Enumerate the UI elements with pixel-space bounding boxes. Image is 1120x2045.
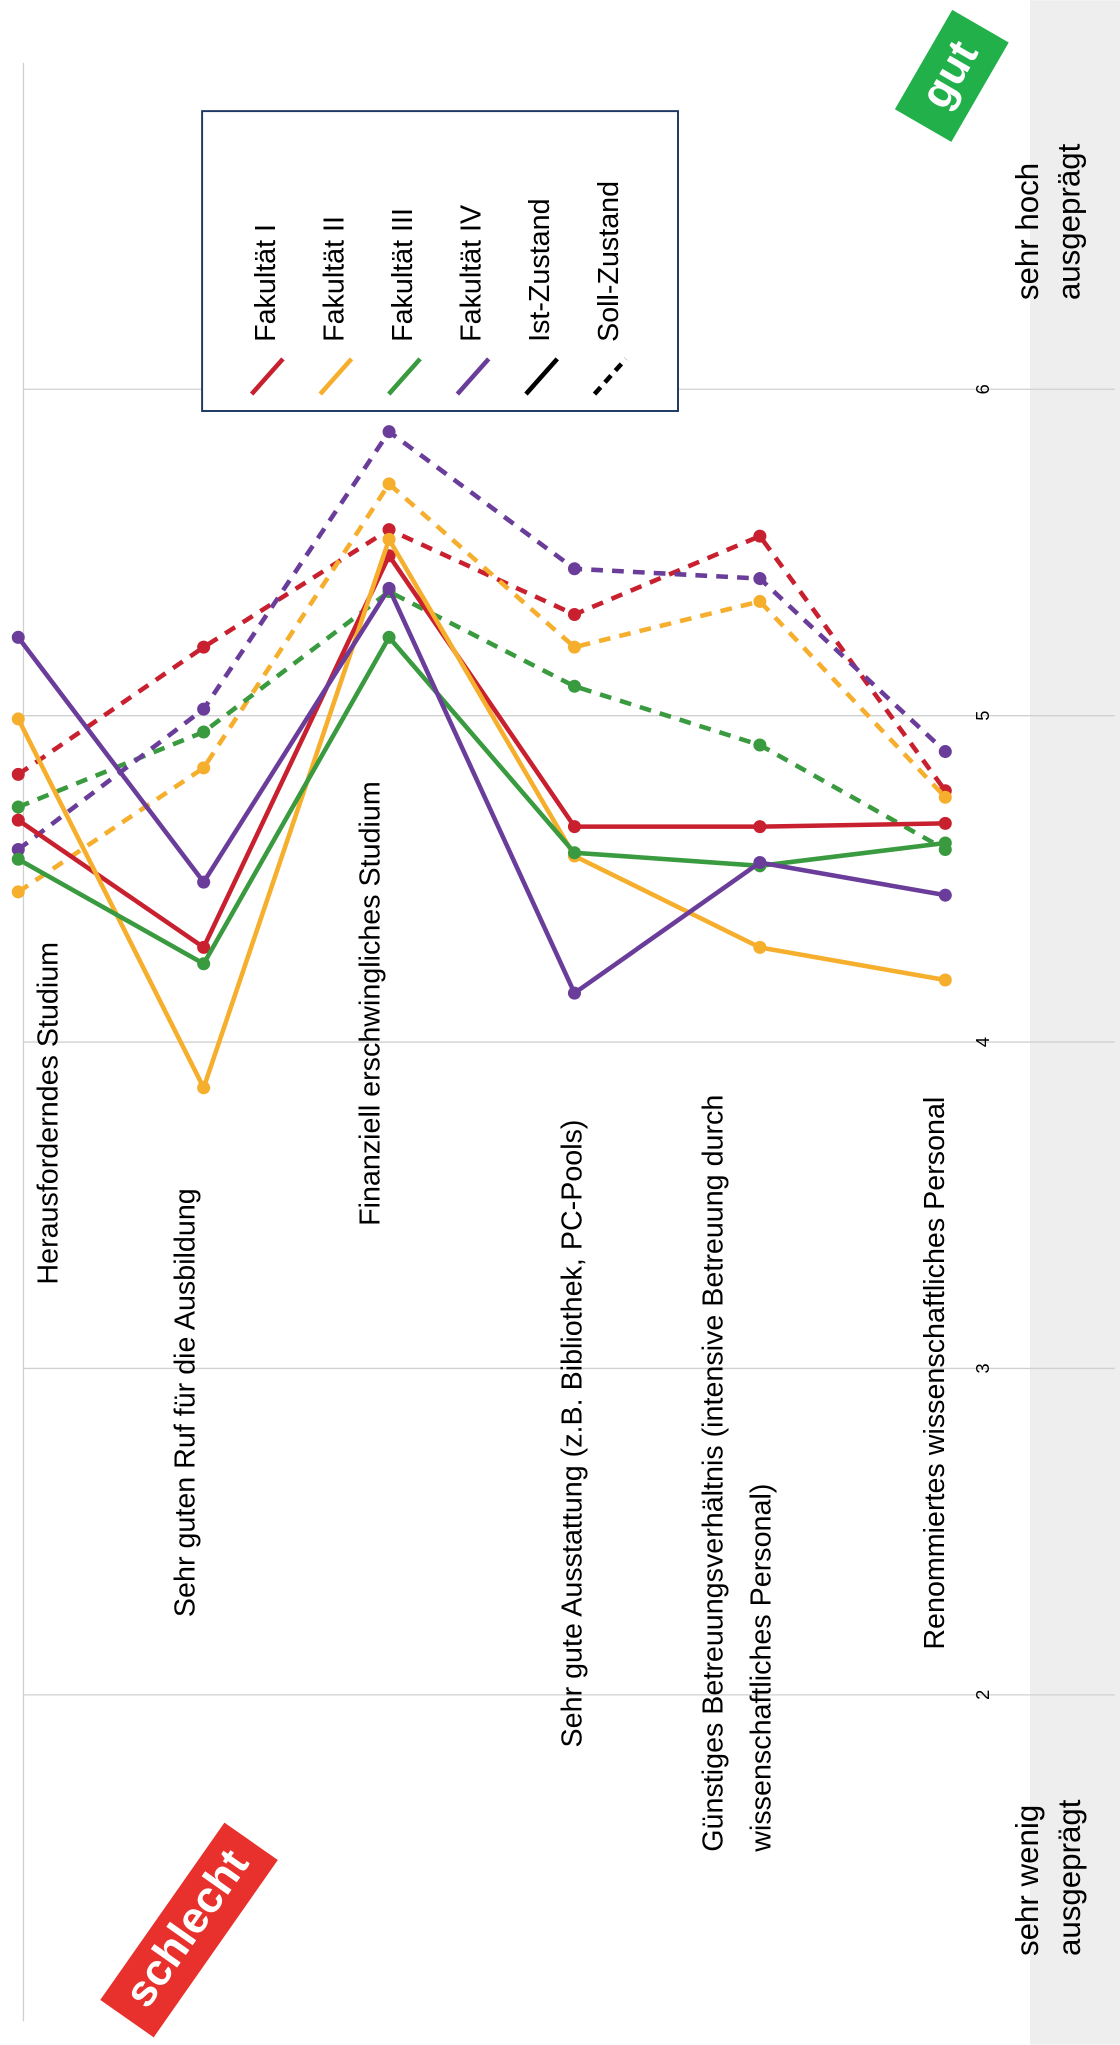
category-label: Günstiges Betreuungsverhältnis (intensiv… [697, 1095, 777, 1853]
point [382, 425, 396, 439]
soll-line [16, 480, 947, 894]
point [382, 532, 396, 546]
category-label: Finanziell erschwingliches Studium [354, 781, 386, 1226]
point [382, 477, 396, 491]
legend-label: Fakultät I [250, 224, 282, 342]
axis-end-label-line: ausgeprägt [1052, 1799, 1087, 1956]
point [567, 820, 581, 834]
axis-end-label: sehr hoch ausgeprägt [1010, 143, 1087, 300]
point [11, 767, 25, 781]
point [753, 529, 767, 543]
point [567, 846, 581, 860]
point [938, 816, 952, 830]
point [11, 813, 25, 827]
point [938, 790, 952, 804]
lines [11, 425, 952, 1095]
point [753, 572, 767, 586]
point [197, 957, 211, 971]
legend-label: Fakultät II [318, 216, 350, 342]
point [567, 562, 581, 576]
point [938, 745, 952, 759]
point [567, 679, 581, 693]
badge-bad-bg [100, 1822, 278, 2038]
point [11, 800, 25, 814]
category-label-line: Finanziell erschwingliches Studium [354, 781, 386, 1226]
point [11, 712, 25, 726]
point [938, 888, 952, 902]
legend-swatch [455, 357, 491, 396]
category-label-line: Günstiges Betreuungsverhältnis (intensiv… [697, 1095, 729, 1852]
ist-line [16, 551, 946, 951]
point [197, 640, 211, 654]
category-label-line: Sehr gute Ausstattung (z.B. Bibliothek, … [556, 1120, 588, 1748]
soll-line [16, 527, 948, 793]
axis-end-label: sehr wenig ausgeprägt [1010, 1799, 1087, 1956]
point [197, 761, 211, 775]
y-tick-label: 6 [972, 384, 993, 394]
axis-end-label-line: sehr wenig [1010, 1805, 1045, 1956]
point [938, 973, 952, 987]
point [11, 630, 25, 644]
legend-label: Fakultät III [387, 208, 419, 342]
point [753, 820, 767, 834]
badge-good-bg [894, 9, 1009, 142]
legend-swatch [249, 357, 285, 396]
legend-swatch [592, 357, 628, 396]
category-label: Renommiertes wissenschaftliches Personal [919, 1097, 951, 1650]
point [567, 607, 581, 621]
y-tick-label: 4 [972, 1037, 993, 1047]
legend-swatch [318, 357, 354, 396]
point [753, 738, 767, 752]
ist-line [16, 533, 946, 1094]
point [753, 594, 767, 608]
point [753, 940, 767, 954]
y-tick-label: 2 [972, 1690, 993, 1700]
y-tick-label: 3 [972, 1363, 993, 1373]
point [938, 836, 952, 850]
category-label: Sehr gute Ausstattung (z.B. Bibliothek, … [556, 1120, 588, 1748]
point [197, 1081, 211, 1095]
legend-label: Soll-Zustand [593, 181, 625, 342]
ist-line [17, 633, 946, 967]
point [197, 702, 211, 716]
axis-end-label-line: sehr hoch [1010, 163, 1045, 300]
point [197, 875, 211, 889]
category-label: Herausforderndes Studium [32, 942, 64, 1285]
category-label-line: wissenschaftliches Personal) [745, 1484, 777, 1853]
point [197, 725, 211, 739]
legend: Fakultät I Fakultät II Fakultät III Fakultä… [249, 181, 628, 396]
y-tick-label: 5 [972, 711, 993, 721]
category-label-line: Sehr guten Ruf für die Ausbildung [169, 1188, 201, 1617]
soll-line [16, 428, 947, 852]
point [11, 885, 25, 899]
point [567, 640, 581, 654]
point [382, 630, 396, 644]
category-label-line: Herausforderndes Studium [32, 942, 64, 1285]
legend-label: Ist-Zustand [524, 198, 556, 341]
point [567, 986, 581, 1000]
point [11, 852, 25, 866]
point [753, 856, 767, 870]
point [382, 523, 396, 537]
legend-swatch [524, 357, 559, 396]
point [197, 940, 211, 954]
ist-line [16, 583, 946, 997]
legend-swatch [387, 357, 422, 396]
legend-label: Fakultät IV [456, 205, 488, 342]
axis-band [1030, 0, 1120, 2045]
point [11, 842, 25, 857]
point [382, 581, 396, 595]
category-label: Sehr guten Ruf für die Ausbildung [169, 1188, 201, 1617]
axis-end-label-line: ausgeprägt [1052, 143, 1087, 300]
category-label-line: Renommiertes wissenschaftliches Personal [919, 1097, 951, 1650]
